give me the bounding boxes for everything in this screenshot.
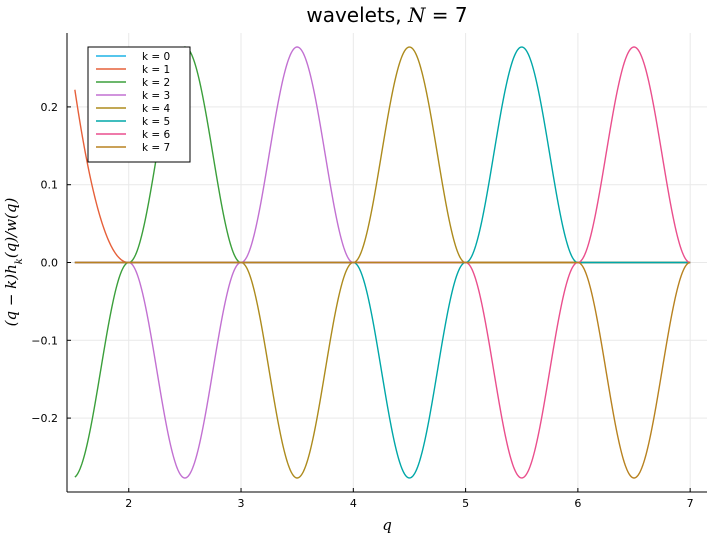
y-tick-label: −0.1	[31, 334, 58, 347]
x-axis-label: q	[382, 516, 392, 534]
x-tick-label: 2	[125, 497, 132, 510]
x-tick-label: 5	[462, 497, 469, 510]
legend-label: k = 4	[142, 103, 171, 115]
x-tick-label: 3	[238, 497, 245, 510]
y-axis-label: (q − k)hk(q)/w(q)	[2, 197, 25, 326]
tick-labels: 2 3 4 5 6 7 −0.2 −0.1 0.0 0.1 0.2	[31, 101, 693, 510]
chart-title: wavelets, N = 7	[306, 3, 467, 27]
legend-label: k = 6	[142, 129, 171, 141]
x-tick-label: 4	[350, 497, 357, 510]
legend-label: k = 3	[142, 90, 170, 102]
legend-label: k = 7	[142, 142, 170, 154]
legend: k = 0k = 1k = 2k = 3k = 4k = 5k = 6k = 7	[87, 46, 191, 163]
y-tick-label: 0.2	[41, 101, 59, 114]
legend-label: k = 1	[142, 64, 170, 76]
legend-label: k = 2	[142, 77, 170, 89]
legend-label: k = 0	[142, 51, 170, 63]
legend-box	[87, 46, 191, 163]
legend-label: k = 5	[142, 116, 170, 128]
y-tick-label: 0.1	[41, 179, 59, 192]
y-tick-label: −0.2	[31, 412, 58, 425]
x-tick-label: 7	[687, 497, 694, 510]
series-line-7	[74, 261, 691, 479]
y-tick-label: 0.0	[41, 257, 59, 270]
x-tick-label: 6	[574, 497, 581, 510]
